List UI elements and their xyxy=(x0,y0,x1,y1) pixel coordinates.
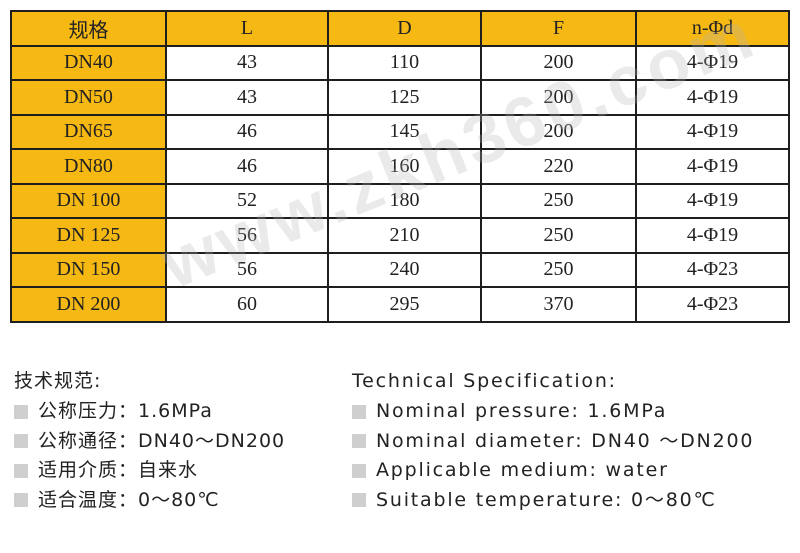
cell-l: 46 xyxy=(165,148,329,185)
square-bullet-icon xyxy=(14,463,28,478)
square-bullet-icon xyxy=(352,404,366,419)
square-bullet-icon xyxy=(14,434,28,449)
cell-l: 56 xyxy=(165,217,329,254)
cell-f: 200 xyxy=(480,113,637,150)
cell-bolt-holes: 4-Φ19 xyxy=(635,79,790,116)
english-spec-title: Technical Specification: xyxy=(352,370,617,392)
cell-l: 56 xyxy=(165,251,329,288)
square-bullet-icon xyxy=(352,434,366,449)
spec-table: 规格 L D F n-Φd DN40 43 110 200 4-Φ19 DN50 43 125… xyxy=(10,10,790,323)
header-size: 规格 xyxy=(10,10,167,47)
english-spec-item: Nominal pressure: 1.6MPa xyxy=(352,397,792,427)
cell-size: DN50 xyxy=(10,79,167,116)
chinese-spec-title: 技术规范: xyxy=(14,370,102,392)
cell-d: 110 xyxy=(327,44,482,81)
cell-bolt-holes: 4-Φ23 xyxy=(635,251,790,288)
table-row: DN 100 52 180 250 4-Φ19 xyxy=(10,182,790,219)
english-spec-notes: Technical Specification: Nominal pressur… xyxy=(352,366,792,515)
chinese-spec-notes: 技术规范: 公称压力：1.6MPa 公称通径：DN40～DN200 适用介质：自… xyxy=(14,366,344,515)
chinese-spec-item: 公称压力：1.6MPa xyxy=(14,397,344,427)
header-row: 规格 L D F n-Φd xyxy=(10,10,790,47)
chinese-spec-item: 公称通径：DN40～DN200 xyxy=(14,427,344,457)
cell-bolt-holes: 4-Φ23 xyxy=(635,286,790,323)
english-spec-item: Applicable medium: water xyxy=(352,456,792,486)
cell-size: DN80 xyxy=(10,148,167,185)
cell-f: 370 xyxy=(480,286,637,323)
cell-d: 180 xyxy=(327,182,482,219)
cell-d: 295 xyxy=(327,286,482,323)
table-row: DN 200 60 295 370 4-Φ23 xyxy=(10,286,790,323)
header-l: L xyxy=(165,10,329,47)
square-bullet-icon xyxy=(352,463,366,478)
cell-bolt-holes: 4-Φ19 xyxy=(635,44,790,81)
cell-bolt-holes: 4-Φ19 xyxy=(635,217,790,254)
table-row: DN80 46 160 220 4-Φ19 xyxy=(10,148,790,185)
cell-d: 210 xyxy=(327,217,482,254)
header-bolt-holes: n-Φd xyxy=(635,10,790,47)
cell-d: 125 xyxy=(327,79,482,116)
chinese-spec-item: 适用介质：自来水 xyxy=(14,456,344,486)
square-bullet-icon xyxy=(352,493,366,508)
cell-f: 200 xyxy=(480,79,637,116)
header-d: D xyxy=(327,10,482,47)
square-bullet-icon xyxy=(14,493,28,508)
cell-bolt-holes: 4-Φ19 xyxy=(635,148,790,185)
cell-l: 43 xyxy=(165,44,329,81)
cell-d: 240 xyxy=(327,251,482,288)
cell-size: DN 200 xyxy=(10,286,167,323)
cell-size: DN 150 xyxy=(10,251,167,288)
table-row: DN 150 56 240 250 4-Φ23 xyxy=(10,251,790,288)
table-row: DN 125 56 210 250 4-Φ19 xyxy=(10,217,790,254)
cell-l: 43 xyxy=(165,79,329,116)
cell-bolt-holes: 4-Φ19 xyxy=(635,113,790,150)
cell-f: 250 xyxy=(480,217,637,254)
header-f: F xyxy=(480,10,637,47)
cell-l: 46 xyxy=(165,113,329,150)
cell-f: 200 xyxy=(480,44,637,81)
english-spec-item: Suitable temperature: 0～80℃ xyxy=(352,486,792,516)
cell-size: DN 100 xyxy=(10,182,167,219)
table-row: DN65 46 145 200 4-Φ19 xyxy=(10,113,790,150)
cell-size: DN40 xyxy=(10,44,167,81)
cell-f: 250 xyxy=(480,251,637,288)
cell-d: 160 xyxy=(327,148,482,185)
english-spec-item: Nominal diameter: DN40 ～DN200 xyxy=(352,427,792,457)
cell-l: 52 xyxy=(165,182,329,219)
square-bullet-icon xyxy=(14,404,28,419)
cell-size: DN 125 xyxy=(10,217,167,254)
cell-bolt-holes: 4-Φ19 xyxy=(635,182,790,219)
chinese-spec-item: 适合温度：0～80℃ xyxy=(14,486,344,516)
cell-f: 220 xyxy=(480,148,637,185)
cell-size: DN65 xyxy=(10,113,167,150)
cell-f: 250 xyxy=(480,182,637,219)
table-row: DN50 43 125 200 4-Φ19 xyxy=(10,79,790,116)
cell-d: 145 xyxy=(327,113,482,150)
cell-l: 60 xyxy=(165,286,329,323)
table-row: DN40 43 110 200 4-Φ19 xyxy=(10,44,790,81)
